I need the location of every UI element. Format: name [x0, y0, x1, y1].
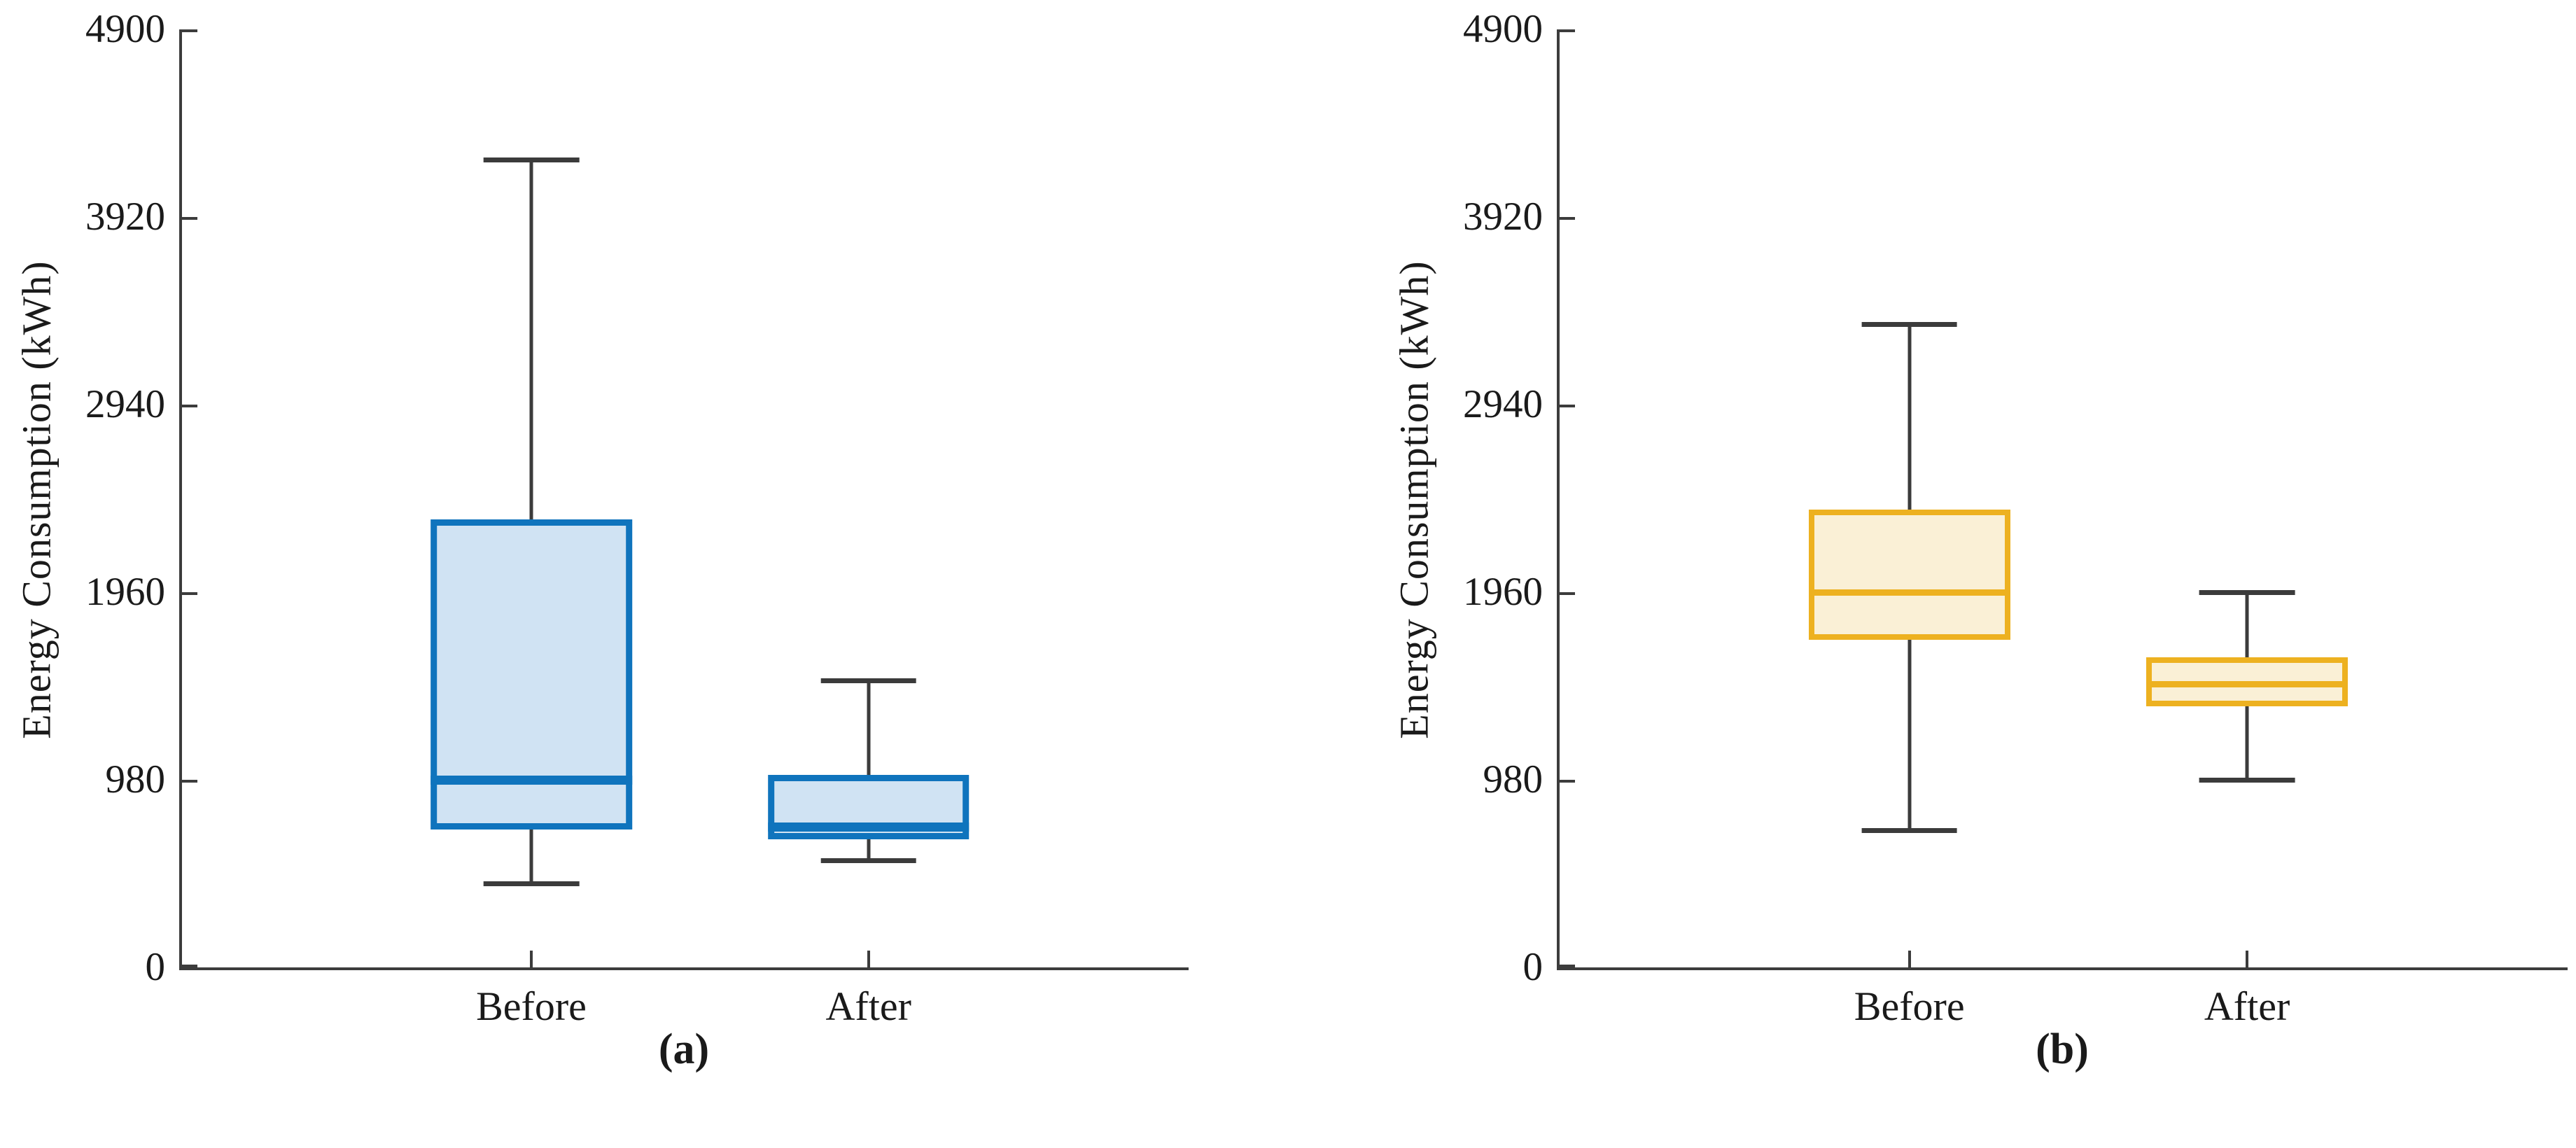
y-axis-label-column-b: Energy Consumption (kWh)	[1378, 29, 1450, 970]
y-tick-label: 4900	[85, 7, 165, 51]
caption-row-a: (a)	[0, 1025, 1288, 1074]
whisker-cap-bottom	[483, 881, 580, 886]
whisker-cap-top	[1861, 322, 1958, 328]
y-tick-label: 2940	[1463, 382, 1543, 426]
plot-row-a: Energy Consumption (kWh) 0 980 1960 2940 392…	[0, 7, 1288, 1029]
y-tick-mark	[182, 405, 197, 407]
y-tick-label: 980	[1483, 757, 1544, 802]
y-tick-mark	[182, 592, 197, 595]
panel-caption-a: (a)	[658, 1026, 710, 1073]
y-tick-labels-b: 0 980 1960 2940 3920 4900	[1450, 7, 1557, 989]
y-axis-label: Energy Consumption (kWh)	[1391, 260, 1437, 739]
whisker-lower	[2245, 706, 2249, 780]
plot-row-b: Energy Consumption (kWh) 0 980 1960 2940 392…	[1288, 7, 2576, 1029]
y-tick-label: 1960	[85, 570, 165, 614]
whisker-cap-top	[483, 157, 580, 162]
whisker-lower	[1907, 640, 1912, 831]
subplot-b: Energy Consumption (kWh) 0 980 1960 2940 392…	[1288, 0, 2576, 1148]
y-tick-label: 4900	[1463, 7, 1543, 51]
y-tick-mark	[1560, 592, 1575, 595]
y-tick-mark	[1560, 217, 1575, 220]
whisker-cap-bottom	[2199, 778, 2295, 783]
y-tick-mark	[1560, 780, 1575, 783]
plot-area-b: Before After	[1557, 29, 2568, 1029]
x-tick-mark	[2246, 951, 2249, 967]
y-tick-mark	[1560, 965, 1575, 967]
median-line	[430, 775, 632, 785]
y-tick-label: 980	[105, 757, 166, 802]
panel-caption-b: (b)	[2036, 1026, 2089, 1073]
x-tick-mark	[1907, 951, 1911, 967]
subplot-a: Energy Consumption (kWh) 0 980 1960 2940 392…	[0, 7, 1288, 1074]
x-tick-mark	[867, 951, 870, 967]
y-tick-label: 2940	[85, 382, 165, 426]
whisker-cap-top	[820, 678, 917, 683]
y-tick-labels-a: 0 980 1960 2940 3920 4900	[73, 7, 179, 989]
whisker-upper	[2245, 592, 2249, 657]
whisker-cap-top	[2199, 590, 2295, 595]
whisker-cap-bottom	[820, 858, 917, 863]
whisker-lower	[529, 830, 533, 883]
boxplot-box	[1808, 510, 2010, 640]
whisker-lower	[867, 839, 871, 860]
whisker-upper	[867, 680, 871, 776]
x-tick-mark	[529, 951, 533, 967]
caption-row-b: (b)	[1288, 1025, 2576, 1074]
y-axis-label: Energy Consumption (kWh)	[13, 260, 59, 739]
x-tick-label: Before	[476, 983, 587, 1029]
y-tick-label: 0	[145, 945, 166, 989]
y-tick-mark	[182, 29, 197, 32]
x-tick-label: After	[825, 983, 911, 1029]
y-tick-mark	[182, 780, 197, 783]
y-tick-mark	[1560, 405, 1575, 407]
whisker-cap-bottom	[1861, 828, 1958, 834]
median-line	[1808, 589, 2010, 596]
y-tick-label: 3920	[85, 195, 165, 239]
plot-area-a: Before After	[179, 29, 1189, 1029]
y-tick-label: 1960	[1463, 570, 1543, 614]
y-tick-label: 3920	[1463, 195, 1543, 239]
x-tick-label: Before	[1854, 983, 1965, 1029]
whisker-upper	[529, 159, 533, 520]
median-line	[2146, 680, 2348, 687]
y-tick-label: 0	[1522, 945, 1544, 989]
y-axis-label-column-a: Energy Consumption (kWh)	[0, 29, 73, 970]
whisker-upper	[1907, 324, 1912, 510]
y-tick-mark	[182, 965, 197, 967]
median-line	[767, 822, 969, 832]
x-tick-label: After	[2204, 983, 2290, 1029]
y-tick-mark	[182, 217, 197, 220]
y-tick-mark	[1560, 29, 1575, 32]
